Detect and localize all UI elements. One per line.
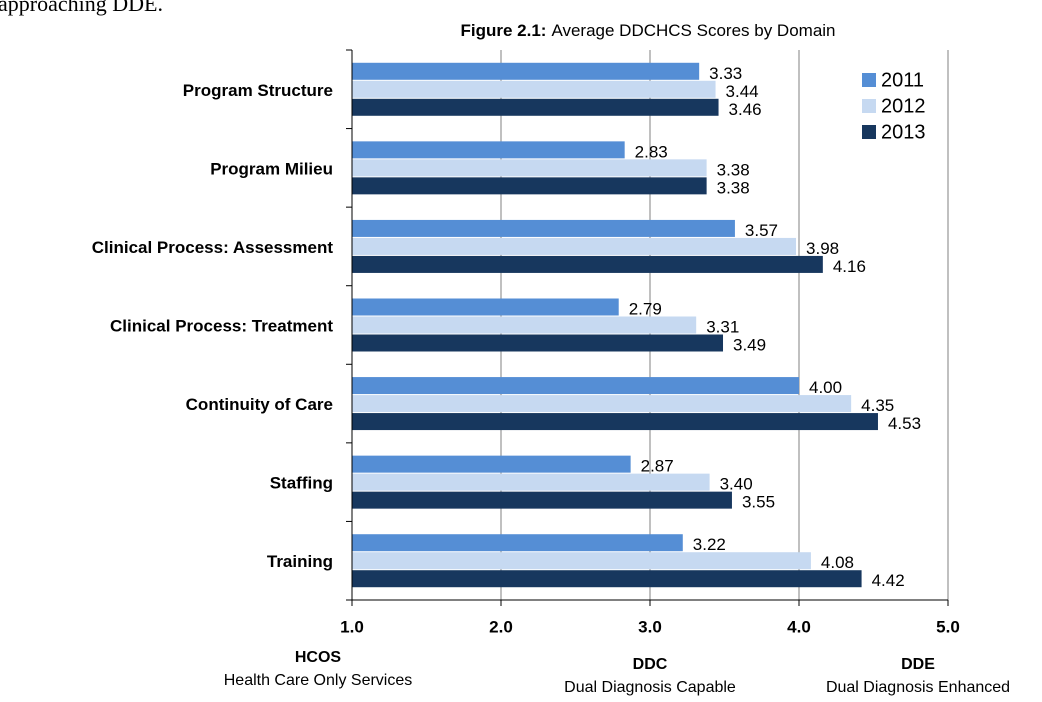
annotation-title: DDE <box>901 656 935 673</box>
bar <box>352 491 732 509</box>
value-label: 3.46 <box>729 100 762 119</box>
value-label: 3.49 <box>733 335 766 354</box>
legend-label: 2012 <box>881 95 926 117</box>
bar <box>352 570 862 588</box>
bar <box>352 141 625 159</box>
bar <box>352 473 710 491</box>
title-label: Figure 2.1: <box>460 21 546 40</box>
value-label: 3.44 <box>726 82 759 101</box>
legend-label: 2013 <box>881 121 926 143</box>
bar <box>352 413 878 431</box>
value-label: 4.35 <box>861 396 894 415</box>
legend-label: 2011 <box>881 69 924 91</box>
value-label: 4.16 <box>833 257 866 276</box>
y-tick-label: Staffing <box>270 474 333 493</box>
x-tick-label: 2.0 <box>489 617 513 636</box>
y-tick-label: Program Structure <box>183 81 333 100</box>
bar <box>352 159 707 177</box>
chart-title: Figure 2.1: Average DDCHCS Scores by Doma… <box>460 21 835 40</box>
annotation-title: HCOS <box>295 649 342 666</box>
value-label: 4.08 <box>821 553 854 572</box>
legend-swatch <box>862 125 876 139</box>
value-label: 2.79 <box>629 299 662 318</box>
value-label: 3.57 <box>745 221 778 240</box>
document-text: approaching DDE. <box>0 0 163 16</box>
value-label: 4.42 <box>872 571 905 590</box>
annotation-text: Dual Diagnosis Capable <box>564 679 736 696</box>
annotation-title: DDC <box>633 656 668 673</box>
value-label: 2.83 <box>635 142 668 161</box>
legend-swatch <box>862 73 876 87</box>
y-tick-label: Continuity of Care <box>186 395 333 414</box>
bar <box>352 377 799 395</box>
bar <box>352 298 619 316</box>
y-tick-label: Clinical Process: Assessment <box>92 238 334 257</box>
bar <box>352 455 631 473</box>
bar <box>352 255 823 273</box>
annotation-text: Dual Diagnosis Enhanced <box>826 679 1010 696</box>
x-tick-label: 1.0 <box>340 617 364 636</box>
value-label: 3.98 <box>806 239 839 258</box>
y-tick-label: Training <box>267 552 333 571</box>
x-tick-label: 4.0 <box>787 617 811 636</box>
value-label: 3.55 <box>742 493 775 512</box>
bar <box>352 237 797 255</box>
value-label: 3.33 <box>709 64 742 83</box>
value-label: 4.53 <box>888 414 921 433</box>
bar <box>352 552 811 570</box>
value-label: 3.38 <box>717 160 750 179</box>
bar <box>352 177 707 195</box>
bar <box>352 316 697 334</box>
bar <box>352 334 724 352</box>
y-tick-label: Program Milieu <box>210 159 333 178</box>
title-text: Average DDCHCS Scores by Domain <box>551 21 835 40</box>
annotation-text: Health Care Only Services <box>224 672 413 689</box>
x-tick-label: 5.0 <box>936 617 960 636</box>
bar <box>352 98 719 116</box>
bar <box>352 395 852 413</box>
y-tick-label: Clinical Process: Treatment <box>110 316 333 335</box>
value-label: 4.00 <box>809 378 842 397</box>
bar <box>352 219 735 237</box>
legend-swatch <box>862 99 876 113</box>
bar <box>352 80 716 98</box>
value-label: 3.31 <box>706 317 739 336</box>
x-tick-label: 3.0 <box>638 617 662 636</box>
value-label: 3.40 <box>720 475 753 494</box>
value-label: 3.22 <box>693 535 726 554</box>
bar <box>352 62 700 80</box>
value-label: 3.38 <box>717 178 750 197</box>
value-label: 2.87 <box>641 457 674 476</box>
bar <box>352 534 683 552</box>
